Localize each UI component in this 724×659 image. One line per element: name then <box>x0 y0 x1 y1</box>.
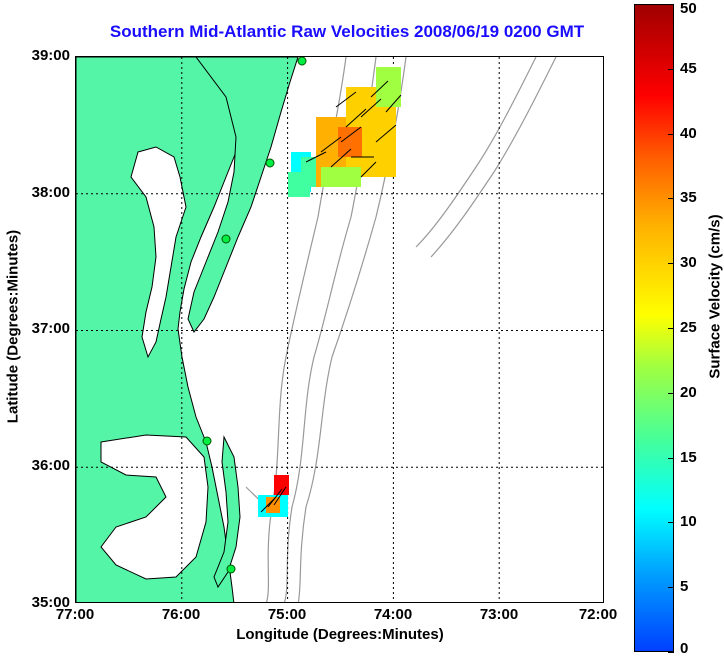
x-axis-label: Longitude (Degrees:Minutes) <box>236 626 444 643</box>
colorbar-tick <box>668 522 674 524</box>
colorbar-tick-label: 45 <box>680 59 697 77</box>
y-tick-label: 36:00 <box>31 457 70 474</box>
colorbar <box>634 4 674 652</box>
colorbar-tick-label: 50 <box>680 0 697 17</box>
colorbar-tick <box>668 652 674 653</box>
radar-sites <box>202 57 307 574</box>
green-circle-icon <box>297 57 307 66</box>
velocity-vectors-north <box>305 80 402 178</box>
colorbar-tick <box>668 133 674 135</box>
green-circle-icon <box>226 564 236 574</box>
colorbar-tick <box>668 392 674 394</box>
colorbar-tick-label: 20 <box>680 383 697 401</box>
x-tick-label: 76:00 <box>161 606 201 623</box>
y-axis-label: Latitude (Degrees:Minutes) <box>4 229 22 424</box>
velocity-field-south <box>258 475 289 517</box>
velocity-vectors-south <box>260 486 287 513</box>
colorbar-tick <box>668 4 674 5</box>
colorbar-tick <box>668 457 674 459</box>
colorbar-tick <box>668 263 674 265</box>
colorbar-tick-label: 25 <box>680 319 697 336</box>
colorbar-tick <box>668 68 674 70</box>
map-title: Southern Mid-Atlantic Raw Velocities 200… <box>109 22 585 41</box>
colorbar-tick <box>668 198 674 200</box>
colorbar-tick-label: 5 <box>680 578 689 596</box>
x-tick-label: 75:00 <box>267 606 307 623</box>
y-tick-label: 37:00 <box>31 320 70 337</box>
x-tick-label: 77:00 <box>55 606 95 623</box>
green-circle-icon <box>202 436 212 446</box>
y-tick-label: 38:00 <box>31 184 70 201</box>
colorbar-label: Surface Velocity (cm/s) <box>706 214 724 379</box>
colorbar-tick-label: 40 <box>680 124 697 142</box>
coastline-land <box>76 57 299 602</box>
x-tick-label: 74:00 <box>373 606 413 623</box>
velocity-field-north <box>288 67 401 197</box>
colorbar-tick <box>668 328 674 329</box>
map-panel <box>75 56 604 603</box>
colorbar-tick-label: 10 <box>680 513 697 531</box>
green-circle-icon <box>265 158 275 168</box>
colorbar-tick <box>668 587 674 589</box>
y-tick-label: 35:00 <box>31 594 70 611</box>
colorbar-tick-label: 35 <box>680 189 697 207</box>
y-tick-label: 39:00 <box>31 47 70 64</box>
colorbar-tick-label: 30 <box>680 254 697 272</box>
green-circle-icon <box>221 234 231 244</box>
map-canvas <box>76 57 603 602</box>
colorbar-tick-label: 0 <box>680 640 689 657</box>
x-tick-label: 73:00 <box>479 606 519 623</box>
colorbar-tick-label: 15 <box>680 448 697 466</box>
x-tick-label: 72:00 <box>578 606 618 623</box>
